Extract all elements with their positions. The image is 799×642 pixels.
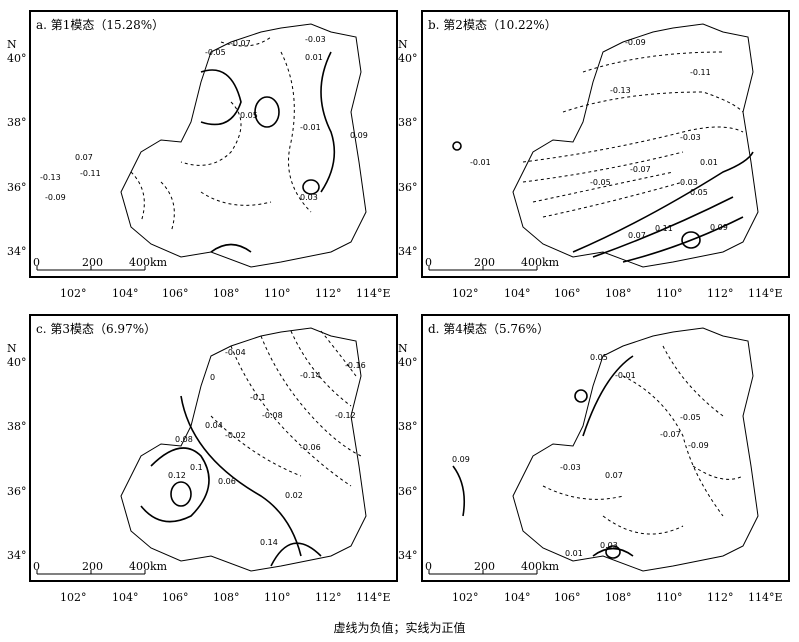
map-panel-a: a. 第1模态（15.28%） (29, 10, 398, 278)
figure-caption: 虚线为负值；实线为正值 (333, 621, 466, 635)
lat-38-a: 38° (7, 116, 27, 129)
scale-400-c: 400km (129, 560, 168, 573)
lat-36-a: 36° (7, 181, 27, 194)
lat-40-c: 40° (7, 356, 27, 369)
lon-102-b: 102° (452, 287, 479, 300)
lat-40-a: 40° (7, 52, 27, 65)
lon-106-c: 106° (162, 591, 189, 604)
lon-106-d: 106° (554, 591, 581, 604)
map-panel-c: c. 第3模态（6.97%） (29, 314, 398, 582)
scale-0-b: 0 (425, 256, 432, 269)
lat-36-d: 36° (398, 485, 418, 498)
contour-map-a (120, 23, 367, 268)
lat-36-b: 36° (398, 181, 418, 194)
scale-200-a: 200 (82, 256, 103, 269)
map-panel-d: d. 第4模态（5.76%） (421, 314, 790, 582)
scale-400-d: 400km (521, 560, 560, 573)
scale-400-a: 400km (129, 256, 168, 269)
lon-114-b: 114°E (748, 287, 783, 300)
north-label-c: N (7, 342, 17, 355)
panel-d-title: d. 第4模态（5.76%） (428, 322, 550, 336)
lon-114-c: 114°E (356, 591, 391, 604)
lat-38-c: 38° (7, 420, 27, 433)
north-label-b: N (398, 38, 408, 51)
lon-112-c: 112° (315, 591, 342, 604)
lon-110-a: 110° (264, 287, 291, 300)
lon-112-a: 112° (315, 287, 342, 300)
lat-38-b: 38° (398, 116, 418, 129)
scale-0-a: 0 (33, 256, 40, 269)
scale-200-d: 200 (474, 560, 495, 573)
north-label-d: N (398, 342, 408, 355)
lon-112-b: 112° (707, 287, 734, 300)
lon-110-d: 110° (656, 591, 683, 604)
boundary-a (120, 23, 367, 268)
scale-0-c: 0 (33, 560, 40, 573)
lon-104-a: 104° (112, 287, 139, 300)
scale-200-c: 200 (82, 560, 103, 573)
lon-104-b: 104° (504, 287, 531, 300)
boundary-b (512, 23, 759, 268)
lon-102-a: 102° (60, 287, 87, 300)
lat-38-d: 38° (398, 420, 418, 433)
lon-112-d: 112° (707, 591, 734, 604)
lon-110-c: 110° (264, 591, 291, 604)
boundary-d (512, 327, 759, 572)
lon-104-c: 104° (112, 591, 139, 604)
lon-108-c: 108° (213, 591, 240, 604)
boundary-c (120, 327, 367, 572)
lon-102-c: 102° (60, 591, 87, 604)
lat-40-b: 40° (398, 52, 418, 65)
panel-c-title: c. 第3模态（6.97%） (36, 322, 157, 336)
lon-106-a: 106° (162, 287, 189, 300)
contour-map-c (120, 327, 367, 572)
contour-map-b (452, 23, 759, 268)
lat-34-d: 34° (398, 549, 418, 562)
lon-108-b: 108° (605, 287, 632, 300)
scale-200-b: 200 (474, 256, 495, 269)
scale-0-d: 0 (425, 560, 432, 573)
lat-40-d: 40° (398, 356, 418, 369)
lat-34-b: 34° (398, 245, 418, 258)
lon-108-a: 108° (213, 287, 240, 300)
lon-104-d: 104° (504, 591, 531, 604)
lon-108-d: 108° (605, 591, 632, 604)
lat-36-c: 36° (7, 485, 27, 498)
lon-106-b: 106° (554, 287, 581, 300)
lat-34-a: 34° (7, 245, 27, 258)
lon-114-d: 114°E (748, 591, 783, 604)
lon-114-a: 114°E (356, 287, 391, 300)
scale-400-b: 400km (521, 256, 560, 269)
north-label-a: N (7, 38, 17, 51)
contour-map-d (452, 327, 759, 572)
panel-b-title: b. 第2模态（10.22%） (428, 18, 557, 32)
lat-34-c: 34° (7, 549, 27, 562)
map-panel-b: b. 第2模态（10.22%） (421, 10, 790, 278)
lon-110-b: 110° (656, 287, 683, 300)
lon-102-d: 102° (452, 591, 479, 604)
panel-a-title: a. 第1模态（15.28%） (36, 18, 165, 32)
